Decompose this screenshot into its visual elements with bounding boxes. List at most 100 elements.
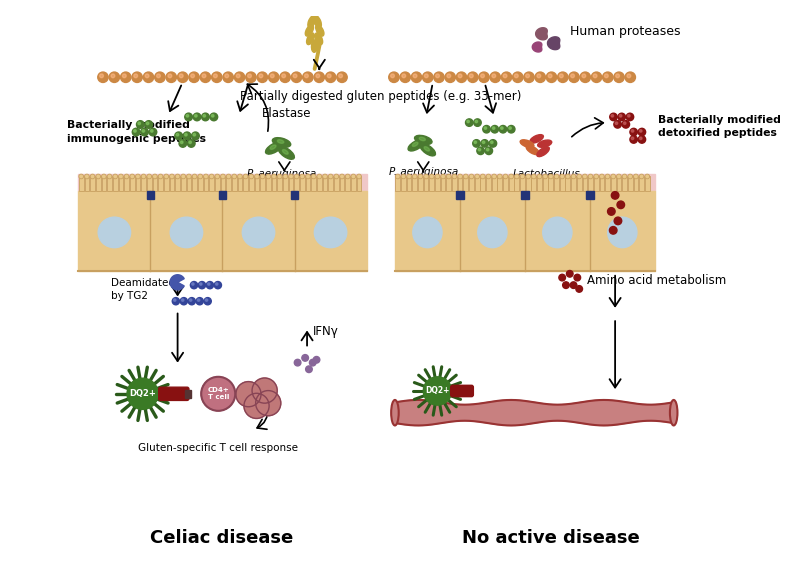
Circle shape xyxy=(174,132,182,140)
Ellipse shape xyxy=(260,174,265,179)
Polygon shape xyxy=(509,177,514,191)
Ellipse shape xyxy=(226,174,231,179)
Circle shape xyxy=(524,72,534,82)
Circle shape xyxy=(270,74,274,78)
Circle shape xyxy=(390,74,394,78)
Circle shape xyxy=(179,74,183,78)
Polygon shape xyxy=(469,177,474,191)
Circle shape xyxy=(291,72,302,82)
Circle shape xyxy=(458,74,462,78)
Text: P. aeruginosa: P. aeruginosa xyxy=(389,167,458,177)
Circle shape xyxy=(535,72,546,82)
Ellipse shape xyxy=(526,145,539,155)
Polygon shape xyxy=(181,177,186,191)
Polygon shape xyxy=(142,177,146,191)
Circle shape xyxy=(206,299,208,301)
Polygon shape xyxy=(340,177,344,191)
Ellipse shape xyxy=(102,174,106,179)
Circle shape xyxy=(602,72,613,82)
Circle shape xyxy=(190,74,194,78)
Circle shape xyxy=(190,299,192,301)
Circle shape xyxy=(337,72,347,82)
Ellipse shape xyxy=(164,174,169,179)
FancyBboxPatch shape xyxy=(158,387,189,400)
Circle shape xyxy=(576,286,582,292)
Ellipse shape xyxy=(571,174,576,179)
Polygon shape xyxy=(135,177,140,191)
Circle shape xyxy=(501,127,503,129)
Ellipse shape xyxy=(474,174,479,179)
Ellipse shape xyxy=(645,174,650,179)
Ellipse shape xyxy=(113,174,118,179)
Ellipse shape xyxy=(406,174,411,179)
Polygon shape xyxy=(260,177,265,191)
Ellipse shape xyxy=(420,144,435,156)
Circle shape xyxy=(423,377,452,405)
Ellipse shape xyxy=(478,217,507,248)
Ellipse shape xyxy=(294,174,299,179)
Ellipse shape xyxy=(317,174,322,179)
Circle shape xyxy=(610,113,618,121)
Ellipse shape xyxy=(395,174,400,179)
Ellipse shape xyxy=(238,174,242,179)
Circle shape xyxy=(503,74,507,78)
Ellipse shape xyxy=(232,174,237,179)
Ellipse shape xyxy=(424,147,430,151)
Circle shape xyxy=(132,72,142,82)
Circle shape xyxy=(252,378,277,403)
Polygon shape xyxy=(430,177,434,191)
Bar xyxy=(78,191,366,271)
FancyBboxPatch shape xyxy=(450,385,474,397)
Ellipse shape xyxy=(530,135,543,143)
Circle shape xyxy=(193,133,196,136)
Polygon shape xyxy=(346,177,350,191)
Text: Deamidated
by TG2: Deamidated by TG2 xyxy=(111,278,175,301)
Ellipse shape xyxy=(531,174,536,179)
Text: Amino acid metabolism: Amino acid metabolism xyxy=(586,274,726,287)
Circle shape xyxy=(558,72,568,82)
Ellipse shape xyxy=(98,217,130,248)
Ellipse shape xyxy=(118,174,123,179)
Circle shape xyxy=(189,141,191,144)
Text: Human proteases: Human proteases xyxy=(570,25,680,39)
Circle shape xyxy=(185,113,193,121)
Polygon shape xyxy=(571,177,576,191)
Ellipse shape xyxy=(266,142,282,154)
FancyBboxPatch shape xyxy=(78,174,366,191)
Ellipse shape xyxy=(514,174,519,179)
Circle shape xyxy=(614,121,622,128)
Circle shape xyxy=(559,274,566,281)
Polygon shape xyxy=(463,177,468,191)
Polygon shape xyxy=(536,28,547,40)
Ellipse shape xyxy=(90,174,95,179)
Circle shape xyxy=(574,274,581,281)
Polygon shape xyxy=(532,42,542,52)
Circle shape xyxy=(514,74,518,78)
Ellipse shape xyxy=(242,217,274,248)
FancyBboxPatch shape xyxy=(395,174,654,191)
Circle shape xyxy=(559,74,563,78)
Circle shape xyxy=(338,74,342,78)
Polygon shape xyxy=(158,177,163,191)
Polygon shape xyxy=(90,177,95,191)
Polygon shape xyxy=(435,177,440,191)
Ellipse shape xyxy=(520,140,534,148)
Ellipse shape xyxy=(221,174,226,179)
Polygon shape xyxy=(605,177,610,191)
Ellipse shape xyxy=(306,33,314,45)
Ellipse shape xyxy=(537,174,542,179)
Circle shape xyxy=(570,74,574,78)
Polygon shape xyxy=(547,37,560,49)
Circle shape xyxy=(389,72,399,82)
Ellipse shape xyxy=(408,140,424,151)
Ellipse shape xyxy=(170,217,202,248)
Circle shape xyxy=(447,74,450,78)
Circle shape xyxy=(638,128,646,136)
Circle shape xyxy=(111,74,115,78)
Polygon shape xyxy=(192,177,197,191)
Ellipse shape xyxy=(577,174,582,179)
Polygon shape xyxy=(124,177,129,191)
Circle shape xyxy=(137,121,144,128)
Polygon shape xyxy=(645,177,650,191)
Circle shape xyxy=(436,74,439,78)
